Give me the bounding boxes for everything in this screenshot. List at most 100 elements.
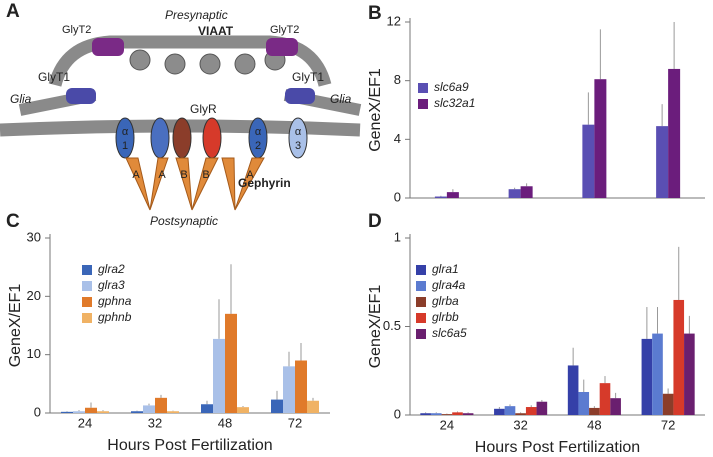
label: GlyT2 xyxy=(270,24,299,36)
x-tick-label: 72 xyxy=(661,417,675,432)
legend-label: glrba xyxy=(432,294,459,308)
vesicle xyxy=(234,53,256,75)
vesicle xyxy=(199,53,221,75)
y-tick-label: 12 xyxy=(387,13,401,28)
bar xyxy=(582,124,595,198)
gephyrin-arm xyxy=(234,157,265,211)
label: Gephyrin xyxy=(238,176,291,190)
legend-label: gphna xyxy=(98,294,132,308)
legend-swatch xyxy=(418,83,428,93)
bar xyxy=(434,196,447,198)
bar xyxy=(446,192,459,198)
bar xyxy=(61,411,73,413)
vesicle xyxy=(164,53,186,75)
gephyrin-arm xyxy=(191,157,219,211)
bar xyxy=(462,413,474,415)
label: Glia xyxy=(330,92,352,106)
y-axis-label: GeneX/EF1 xyxy=(7,284,24,368)
y-tick-label: 20 xyxy=(27,288,41,303)
bar xyxy=(143,405,155,413)
x-tick-label: 32 xyxy=(513,417,527,432)
bar xyxy=(283,366,295,413)
domain-label: A xyxy=(132,169,140,181)
bar xyxy=(515,413,526,415)
bar xyxy=(520,186,533,198)
bar xyxy=(271,399,283,413)
receptor-subunit xyxy=(248,117,268,159)
domain-label: B xyxy=(202,169,209,181)
bar xyxy=(525,407,537,415)
legend-label: glrbb xyxy=(432,310,459,324)
y-tick-label: 8 xyxy=(394,72,401,87)
y-tick-label: 0 xyxy=(394,189,401,204)
gephyrin xyxy=(125,157,265,211)
x-tick-label: 72 xyxy=(288,415,302,430)
y-tick-label: 30 xyxy=(27,229,41,244)
bar xyxy=(610,398,621,415)
label: Presynaptic xyxy=(165,8,228,22)
bar xyxy=(155,397,167,413)
vesicles xyxy=(129,49,286,75)
subunit-labels: α 1 α 2 α 3 A A B B A xyxy=(122,126,302,181)
bar xyxy=(237,407,249,413)
bar xyxy=(85,407,97,413)
gephyrin-arm xyxy=(149,157,169,211)
legend-label: gphnb xyxy=(98,310,132,324)
x-axis-label: Hours Post Fertilization xyxy=(475,439,640,456)
vesicle xyxy=(129,49,151,71)
bar xyxy=(578,391,590,415)
bar xyxy=(668,68,681,198)
y-axis-label: GeneX/EF1 xyxy=(367,285,384,369)
bar xyxy=(536,401,548,415)
subunit-label: α xyxy=(122,126,129,138)
glyt1 xyxy=(66,88,96,104)
y-tick-label: 4 xyxy=(394,131,401,146)
x-tick-label: 24 xyxy=(78,415,92,430)
y-tick-label: 0 xyxy=(394,406,401,421)
y-axis-label: GeneX/EF1 xyxy=(367,68,384,152)
legend-label: glra3 xyxy=(98,278,125,292)
bar xyxy=(430,413,442,415)
label: Postsynaptic xyxy=(150,214,218,228)
legend-label: glra4a xyxy=(432,278,466,292)
legend-label: glra2 xyxy=(98,262,125,276)
subunit-label: α xyxy=(255,126,262,138)
receptor-subunit xyxy=(288,117,308,159)
y-tick-label: 10 xyxy=(27,346,41,361)
receptor-subunit xyxy=(172,117,192,159)
glyt2 xyxy=(266,38,298,56)
gephyrin-arm xyxy=(125,157,151,211)
y-tick-label: 1 xyxy=(394,229,401,244)
legend-swatch xyxy=(416,313,426,323)
subunit-label: α xyxy=(295,126,302,138)
legend-swatch xyxy=(416,265,426,275)
legend-swatch xyxy=(82,281,92,291)
legend-label: slc6a5 xyxy=(432,326,467,340)
label: GlyR xyxy=(190,102,217,116)
bar xyxy=(201,404,213,413)
x-tick-label: 48 xyxy=(587,417,601,432)
bar xyxy=(599,383,611,415)
diagram: A xyxy=(0,1,362,228)
bar xyxy=(504,406,516,415)
legend-swatch xyxy=(82,313,92,323)
panel-letter: D xyxy=(368,211,382,232)
subunit-label: 3 xyxy=(295,140,301,152)
receptor-subunit xyxy=(202,117,222,159)
panel-letter: C xyxy=(6,211,20,232)
legend-label: slc6a9 xyxy=(434,80,469,94)
bar xyxy=(508,189,521,198)
legend-swatch xyxy=(416,281,426,291)
bar xyxy=(452,412,463,415)
bar xyxy=(213,338,225,413)
x-tick-label: 32 xyxy=(148,415,162,430)
bar xyxy=(589,407,600,415)
legend-swatch xyxy=(82,265,92,275)
label: GlyT2 xyxy=(62,24,91,36)
subunit-label: 2 xyxy=(255,140,261,152)
bar xyxy=(684,333,695,415)
bar xyxy=(662,393,674,415)
label: Glia xyxy=(10,92,32,106)
subunit-label: 1 xyxy=(122,140,128,152)
bar xyxy=(307,400,319,413)
